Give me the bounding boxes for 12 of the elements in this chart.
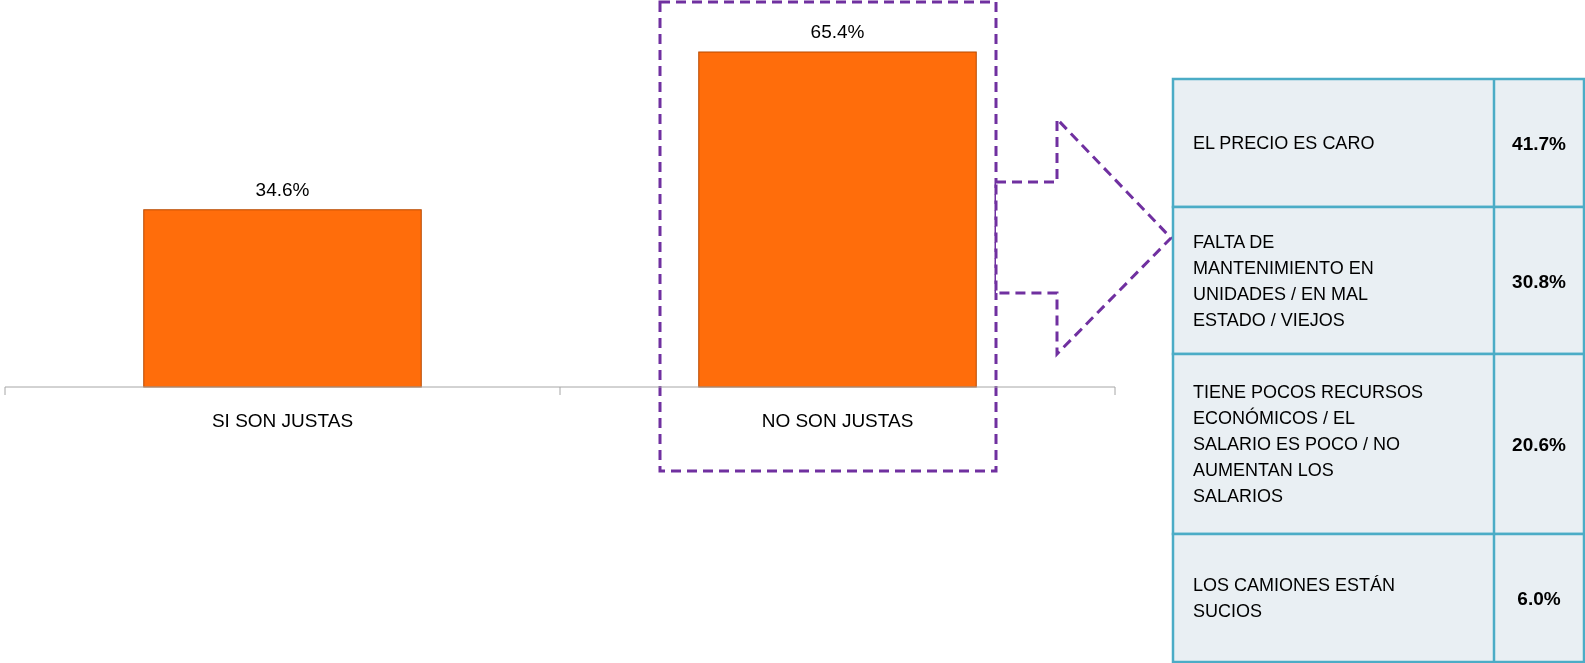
x-tick-label: NO SON JUSTAS [761,410,914,431]
category-label: FALTA DE MANTENIMIENTO EN UNIDADES / EN MAL ESTADO / VIEJOS [1193,231,1374,330]
text: 6.0% [1517,588,1561,609]
data-label: 65.4% [810,21,865,42]
x-tick-label: SI SON JUSTAS [211,410,354,431]
category-label: LOS CAMIONES ESTÁN SUCIOS [1193,575,1396,621]
category-label: EL PRECIO ES CARO [1193,133,1375,153]
text: 20.6% [1512,434,1566,455]
text: 30.8% [1512,270,1566,292]
text: 41.7% [1512,133,1566,154]
category-label: TIENE POCOS RECURSOS ECONÓMICOS / EL SALARIO ES POCO / NO AUMENTAN LOS SALARIOS [1193,382,1424,506]
data-label: 34.6% [255,178,310,200]
